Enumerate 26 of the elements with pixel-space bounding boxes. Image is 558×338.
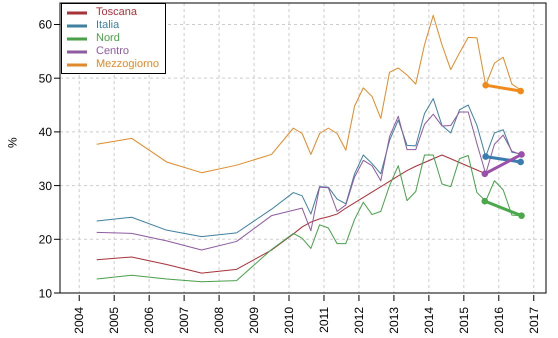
y-tick-label: 40 xyxy=(38,125,52,140)
x-tick-label: 2005 xyxy=(107,306,122,334)
x-tick-label: 2017 xyxy=(526,306,541,334)
y-tick-label: 30 xyxy=(38,178,52,193)
x-tick-label: 2007 xyxy=(177,306,192,334)
y-tick-label: 10 xyxy=(38,286,52,300)
legend-label: Toscana xyxy=(96,6,137,19)
x-tick-label: 2013 xyxy=(386,306,401,334)
x-tick-label: 2012 xyxy=(352,306,366,334)
x-tick-label: 2010 xyxy=(282,306,296,334)
legend-label: Mezzogiorno xyxy=(96,58,159,71)
x-tick-label: 2014 xyxy=(422,306,436,334)
x-tick-label: 2011 xyxy=(316,306,331,333)
legend-label: Nord xyxy=(96,32,120,45)
x-tick-label: 2015 xyxy=(456,306,471,334)
x-tick-label: 2009 xyxy=(247,306,262,334)
x-tick-label: 2004 xyxy=(72,306,86,334)
legend-label: Centro xyxy=(96,45,130,58)
y-tick-label: 20 xyxy=(38,232,52,247)
x-tick-label: 2008 xyxy=(212,306,226,334)
y-tick-label: 60 xyxy=(38,18,52,32)
legend-label: Italia xyxy=(96,19,120,32)
x-tick-label: 2016 xyxy=(492,306,506,334)
y-axis-title: % xyxy=(5,137,20,148)
y-tick-label: 50 xyxy=(38,71,52,86)
x-tick-label: 2006 xyxy=(142,306,156,334)
